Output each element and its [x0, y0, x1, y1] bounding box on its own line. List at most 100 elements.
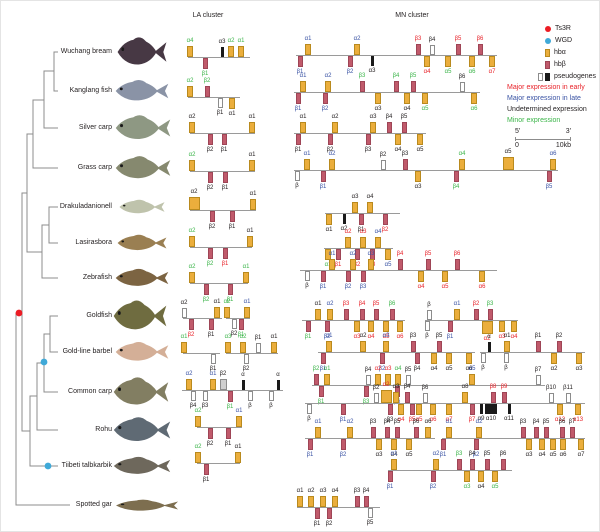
gene-label--5: α5	[415, 416, 423, 423]
scale-orientation-labels: 5' 3'	[515, 128, 571, 135]
gene-box--4	[424, 56, 430, 67]
gene-label--1: α1	[453, 300, 461, 307]
cluster-line-mn-rohu	[305, 438, 435, 439]
cluster-line-la-gold-line-barbel	[183, 353, 220, 354]
gene-label--3: α3	[525, 451, 533, 458]
gene-box--4	[365, 375, 371, 385]
gene-label--1: α1	[209, 370, 217, 377]
cluster-line-mn-rohu	[442, 438, 585, 439]
gene-box--6	[477, 44, 483, 55]
gene-box--6	[454, 259, 460, 270]
three-prime-label: 3'	[565, 128, 571, 135]
gene-box--3	[343, 309, 349, 320]
gene-box--2	[207, 248, 213, 259]
legend-pseudogenes-label: pseudogenes	[554, 73, 597, 80]
gene-label--2: β2	[339, 451, 347, 458]
gene-box--4	[395, 374, 401, 385]
gene-box--2	[186, 379, 192, 390]
gene-box--1	[225, 428, 231, 439]
gene-box--5	[543, 427, 549, 438]
gene-box--2	[332, 122, 338, 133]
scale-max-label: 10kb	[555, 142, 571, 149]
gene-box--1	[297, 496, 303, 507]
gene-box--1	[247, 236, 253, 247]
gene-label--1: α1	[328, 250, 336, 257]
gene-box--4	[469, 459, 475, 470]
gene-label--3: α3	[218, 38, 226, 45]
gene-label--1: β1	[221, 184, 229, 191]
gene-label--4: β4	[383, 418, 391, 425]
gene-label--4: β4	[428, 36, 436, 43]
gene-box--4	[190, 391, 196, 401]
gene-label--4: α4	[367, 333, 375, 340]
gene-box--3	[370, 56, 374, 66]
gene-box--2	[224, 307, 230, 318]
gene-label--4: α4	[394, 365, 402, 372]
gene-label--3: α3	[384, 365, 392, 372]
gene-box--4	[478, 471, 484, 482]
gene-box--1	[208, 319, 214, 330]
gene-box--1	[222, 248, 228, 259]
species-label-zebrafish: Zebrafish	[82, 274, 112, 281]
five-prime-label: 5'	[515, 128, 521, 135]
gene-label--1: β1	[357, 226, 365, 233]
gene-label--6: α6	[465, 365, 473, 372]
legend-hba-label: hbα	[554, 49, 566, 56]
gene-label--2: α2	[483, 335, 491, 342]
scale-bar	[515, 137, 571, 141]
gene-box--	[480, 353, 486, 363]
gene-box--5	[442, 271, 448, 282]
gene-label--2: α2	[550, 365, 558, 372]
gene-label--6: α6	[549, 150, 557, 157]
gene-box--2	[204, 86, 210, 97]
gene-label--2: β2	[353, 261, 361, 268]
gene-label--2: α2	[432, 450, 440, 457]
gene-label--2: β2	[326, 146, 334, 153]
cluster-line-mn-goldfish	[302, 320, 405, 321]
gene-box--7	[446, 404, 452, 415]
gene-label--4: β4	[452, 183, 460, 190]
legend-expression-minor-expression: Minor expression	[507, 117, 561, 124]
cluster-line-la-rohu	[197, 427, 242, 428]
gene-label--6: α6	[424, 418, 432, 425]
gene-box--2	[373, 393, 379, 403]
gene-box--10	[548, 393, 554, 403]
gene-label--1: β1	[294, 146, 302, 153]
gene-label--3: β3	[455, 450, 463, 457]
gene-box--1	[358, 214, 364, 225]
gene-label--3: α3	[351, 193, 359, 200]
gene-box--3	[464, 471, 470, 482]
gene-label--4: β4	[385, 113, 393, 120]
gene-label--6: α6	[429, 416, 437, 423]
gene-label--4: β4	[189, 402, 197, 409]
gene-box--2	[203, 284, 209, 295]
gene-box--	[306, 404, 312, 414]
gene-label--5: α5	[416, 146, 424, 153]
cluster-line-mn-zebrafish	[300, 270, 497, 271]
gene-label--2: α2	[239, 333, 247, 340]
gene-label--5: α5	[549, 451, 557, 458]
gene-label--7: β7	[534, 366, 542, 373]
gene-label--11: α11	[504, 415, 514, 422]
gene-box--6	[459, 82, 465, 92]
gene-label--5: β5	[483, 450, 491, 457]
cluster-line-mn-gold-line-barbel	[480, 352, 585, 353]
gene-label--13: α13	[572, 416, 584, 423]
hbb-legend-swatch	[545, 60, 550, 69]
gene-label--1: β1	[216, 109, 224, 116]
gene-label--2: β2	[378, 365, 386, 372]
gene-box--4	[429, 45, 435, 55]
gene-box--	[487, 342, 491, 352]
gene-label--: β	[269, 402, 273, 409]
gene-label--7: α7	[577, 451, 585, 458]
gene-label--1: β1	[226, 403, 234, 410]
gene-label--: β	[427, 301, 431, 308]
gene-label--2: α2	[186, 77, 194, 84]
gene-label--1: α1	[445, 418, 453, 425]
gene-box--1	[203, 464, 209, 475]
gene-label--2: β2	[429, 483, 437, 490]
gene-box--2	[476, 427, 482, 438]
gene-box--2	[240, 342, 246, 353]
gene-box--1	[320, 353, 326, 364]
